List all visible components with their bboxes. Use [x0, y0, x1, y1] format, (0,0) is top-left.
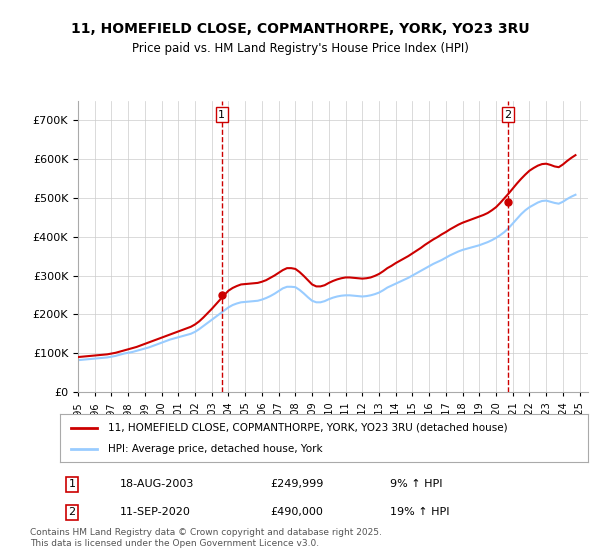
Text: 11, HOMEFIELD CLOSE, COPMANTHORPE, YORK, YO23 3RU (detached house): 11, HOMEFIELD CLOSE, COPMANTHORPE, YORK,…	[107, 423, 507, 433]
Text: 2: 2	[504, 110, 511, 119]
Text: £249,999: £249,999	[270, 479, 323, 489]
Text: £490,000: £490,000	[270, 507, 323, 517]
Text: HPI: Average price, detached house, York: HPI: Average price, detached house, York	[107, 444, 322, 454]
Text: 1: 1	[68, 479, 76, 489]
Text: 18-AUG-2003: 18-AUG-2003	[120, 479, 194, 489]
Text: 2: 2	[68, 507, 76, 517]
Text: 11-SEP-2020: 11-SEP-2020	[120, 507, 191, 517]
Text: 19% ↑ HPI: 19% ↑ HPI	[390, 507, 449, 517]
Text: 11, HOMEFIELD CLOSE, COPMANTHORPE, YORK, YO23 3RU: 11, HOMEFIELD CLOSE, COPMANTHORPE, YORK,…	[71, 22, 529, 36]
Text: 9% ↑ HPI: 9% ↑ HPI	[390, 479, 443, 489]
Text: Price paid vs. HM Land Registry's House Price Index (HPI): Price paid vs. HM Land Registry's House …	[131, 42, 469, 55]
Text: 1: 1	[218, 110, 226, 119]
Text: Contains HM Land Registry data © Crown copyright and database right 2025.
This d: Contains HM Land Registry data © Crown c…	[30, 528, 382, 548]
